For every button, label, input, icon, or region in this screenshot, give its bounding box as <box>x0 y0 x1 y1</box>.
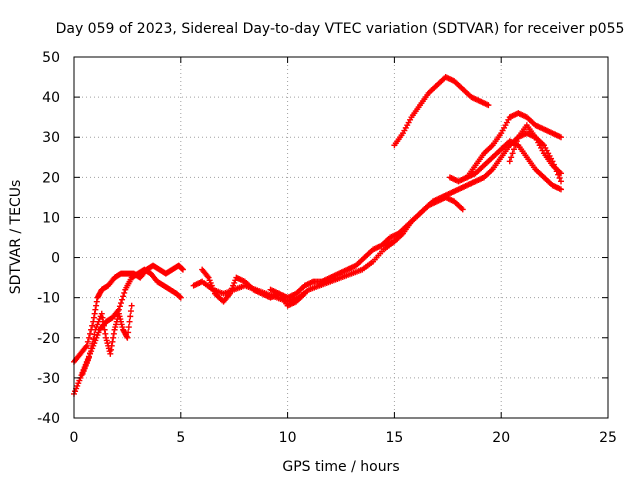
y-tick-label: -20 <box>37 331 60 347</box>
data-point <box>459 206 466 213</box>
data-point <box>511 146 518 153</box>
data-point <box>110 330 117 337</box>
series-track-i <box>391 74 492 149</box>
data-point <box>124 334 131 341</box>
data-points <box>71 74 565 397</box>
series-track-k <box>506 122 565 177</box>
data-point <box>508 154 515 161</box>
data-point <box>556 175 563 182</box>
series-track-j <box>464 110 565 181</box>
data-point <box>89 340 96 347</box>
data-point <box>88 345 95 352</box>
data-point <box>121 289 128 296</box>
series-track-h <box>446 138 565 193</box>
series-track-e <box>199 266 308 309</box>
x-tick-label: 20 <box>492 430 510 446</box>
data-point <box>92 306 99 313</box>
data-point <box>126 318 133 325</box>
data-point <box>108 342 115 349</box>
series-track-g <box>382 194 466 249</box>
data-point <box>128 302 135 309</box>
x-tick-label: 10 <box>279 430 297 446</box>
data-point <box>512 142 519 149</box>
y-tick-label: -10 <box>37 291 60 307</box>
y-tick-label: 30 <box>42 130 60 146</box>
data-point <box>179 266 186 273</box>
data-point <box>177 294 184 301</box>
chart-title: Day 059 of 2023, Sidereal Day-to-day VTE… <box>56 21 625 37</box>
data-point <box>109 338 116 345</box>
data-point <box>90 318 97 325</box>
data-point <box>558 134 565 141</box>
data-point <box>100 322 107 329</box>
data-point <box>301 290 308 297</box>
data-point <box>91 310 98 317</box>
series-track-c <box>79 302 135 377</box>
y-tick-label: -30 <box>37 371 60 387</box>
data-point <box>558 186 565 193</box>
data-point <box>91 331 98 338</box>
data-point <box>117 300 124 307</box>
data-point <box>120 293 127 300</box>
y-tick-label: 40 <box>42 90 60 106</box>
y-axis-label: SDTVAR / TECUs <box>8 180 24 295</box>
data-point <box>558 178 565 185</box>
y-tick-label: 10 <box>42 210 60 226</box>
data-point <box>98 310 105 317</box>
data-point <box>85 334 92 341</box>
data-point <box>90 336 97 343</box>
data-point <box>125 329 132 336</box>
data-point <box>125 324 132 331</box>
series-track-b <box>71 262 186 365</box>
x-tick-label: 0 <box>70 430 79 446</box>
data-point <box>108 346 115 353</box>
x-tick-label: 25 <box>599 430 617 446</box>
y-tick-label: 20 <box>42 170 60 186</box>
data-point <box>90 314 97 321</box>
data-point <box>87 350 94 357</box>
data-point <box>83 342 90 349</box>
data-point <box>102 330 109 337</box>
data-point <box>99 314 106 321</box>
grid <box>74 57 608 418</box>
data-point <box>85 354 92 361</box>
x-tick-label: 15 <box>385 430 403 446</box>
data-point <box>119 296 126 303</box>
data-point <box>485 102 492 109</box>
data-point <box>93 298 100 305</box>
data-point <box>506 158 513 165</box>
data-point <box>127 313 134 320</box>
data-point <box>558 170 565 177</box>
data-point <box>100 318 107 325</box>
axes: 0 5 10 15 20 25 -40 -30 -20 -10 0 10 20 30 40 50 <box>37 50 617 446</box>
y-tick-label: -40 <box>37 411 60 427</box>
y-tick-label: 0 <box>51 251 60 267</box>
data-point <box>84 338 91 345</box>
y-tick-label: 50 <box>42 50 60 66</box>
data-point <box>116 303 123 310</box>
data-point <box>89 322 96 329</box>
data-point <box>513 138 520 145</box>
x-tick-label: 5 <box>176 430 185 446</box>
data-point <box>107 350 114 357</box>
data-point <box>509 150 516 157</box>
data-point <box>101 326 108 333</box>
data-point <box>93 302 100 309</box>
data-point <box>110 334 117 341</box>
data-point <box>127 308 134 315</box>
plot-frame <box>73 56 609 419</box>
x-axis-label: GPS time / hours <box>282 459 399 475</box>
